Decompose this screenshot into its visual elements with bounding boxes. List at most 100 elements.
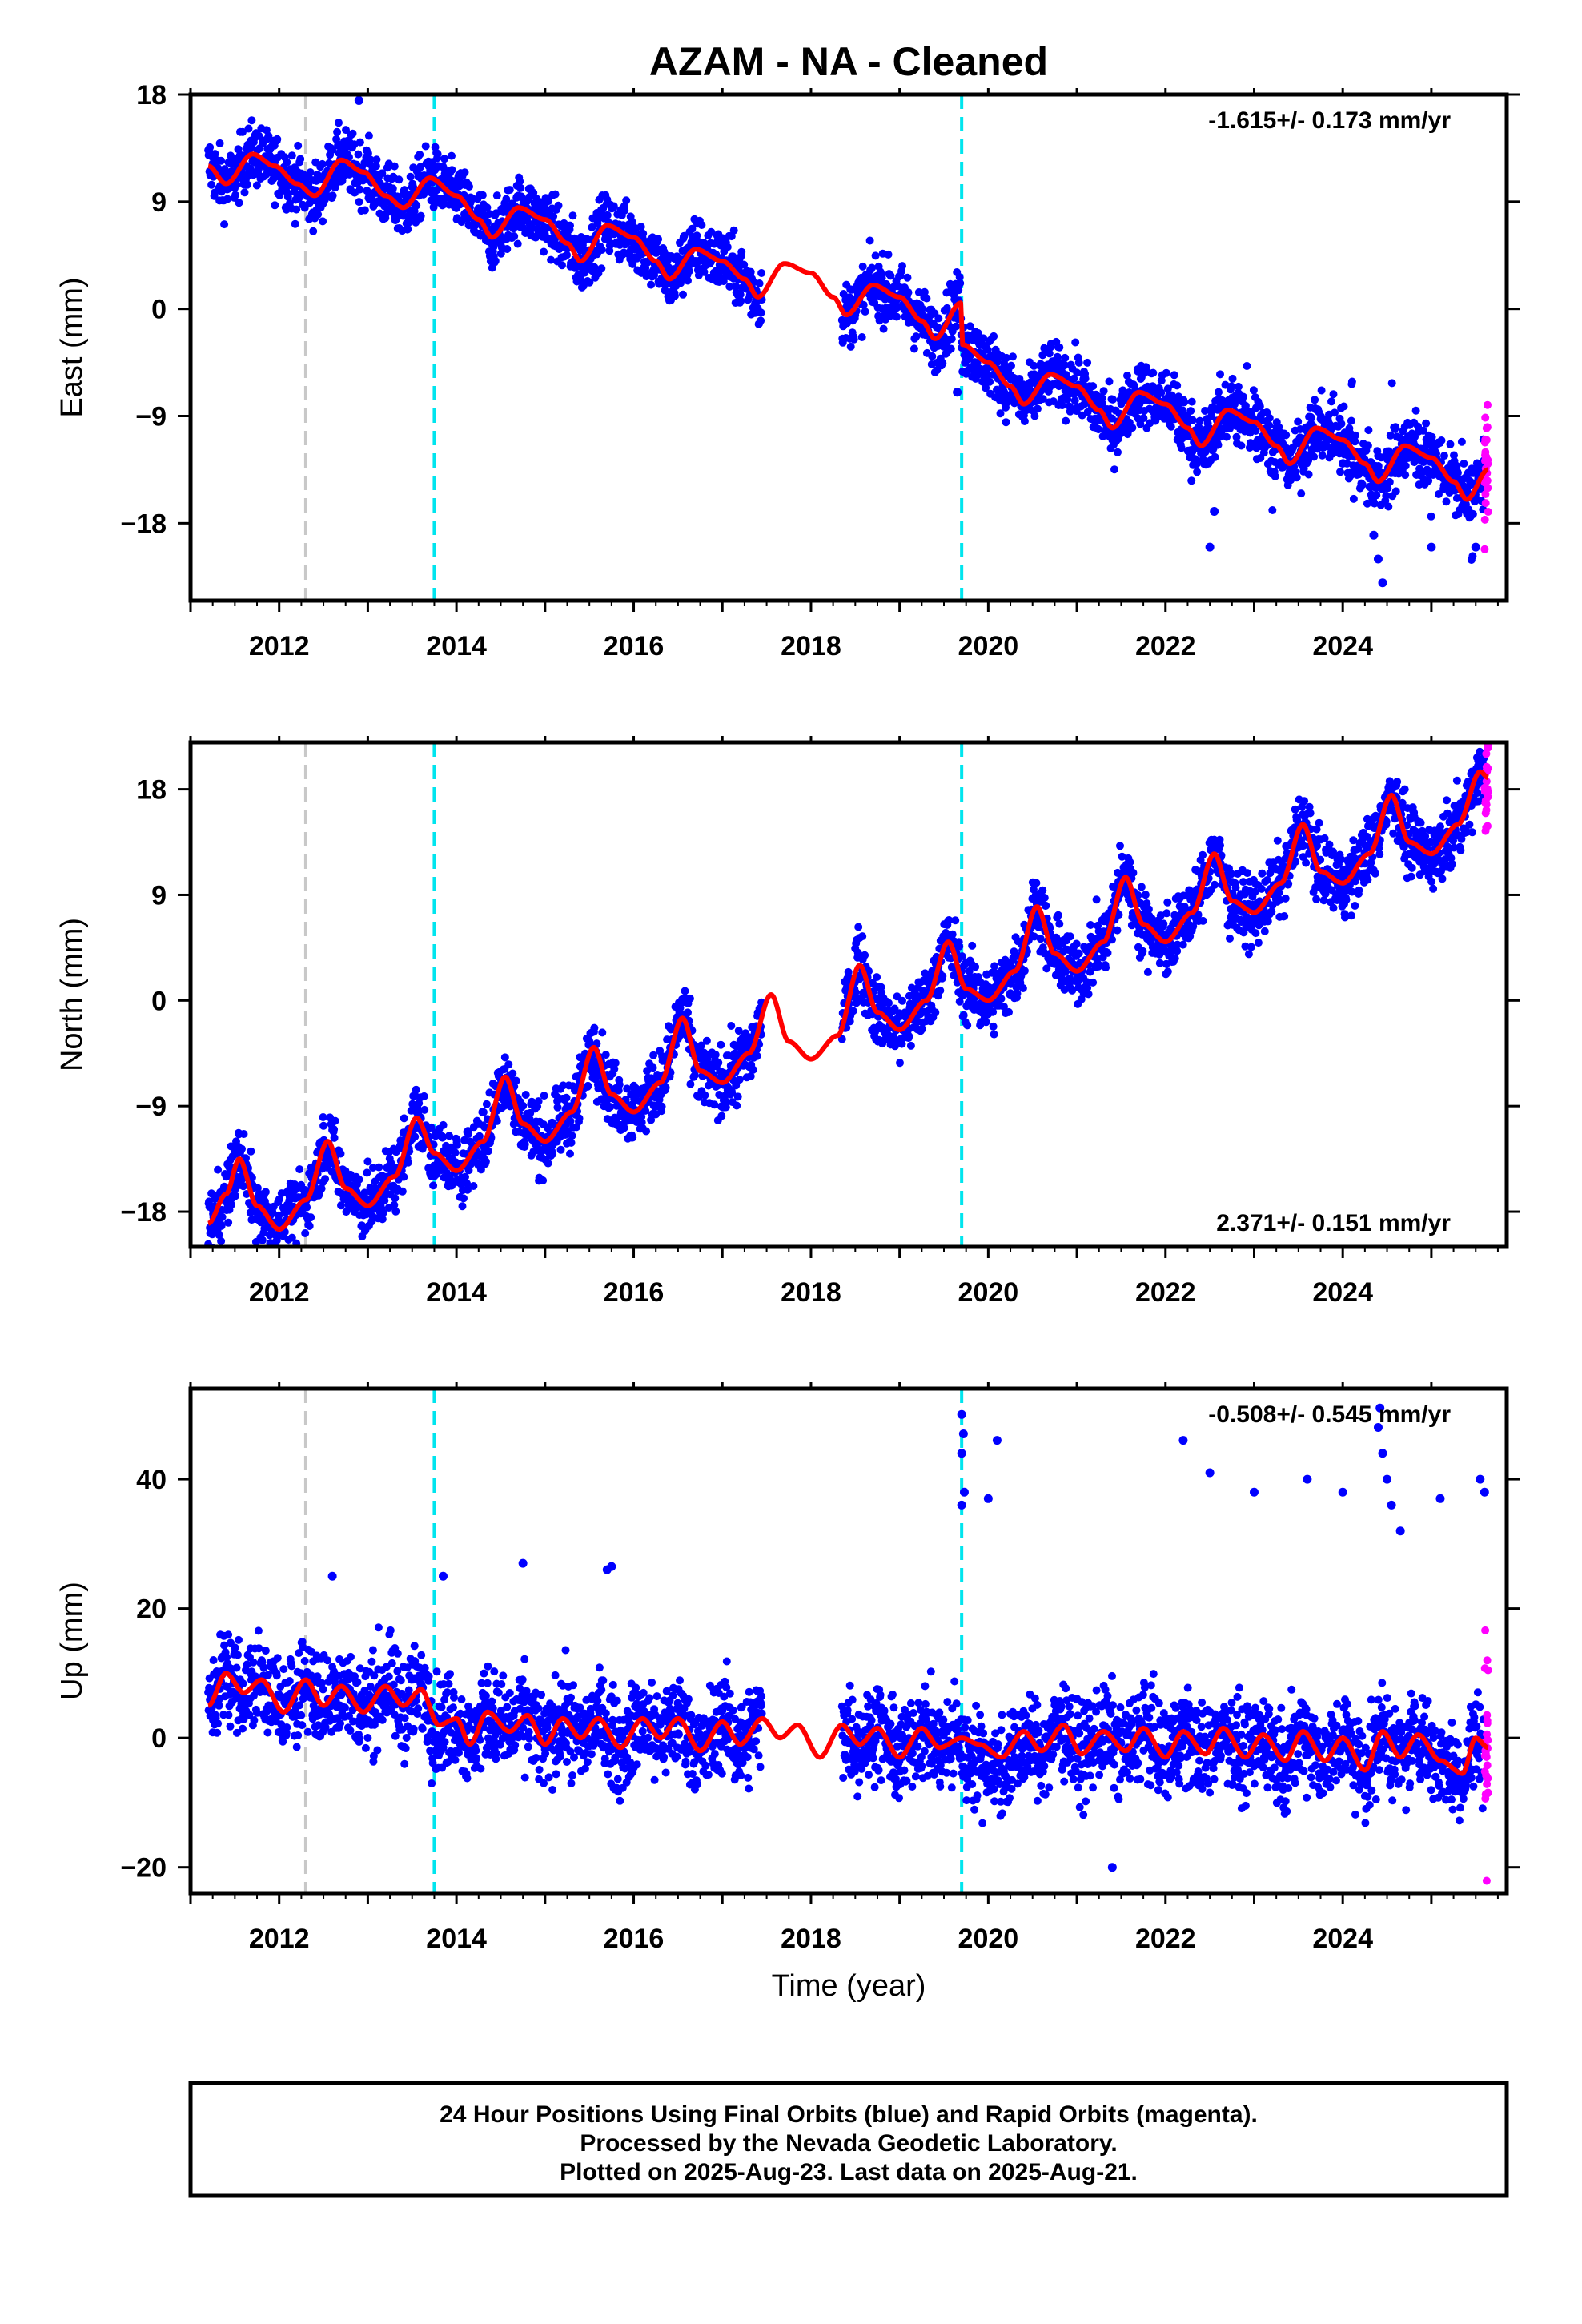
- final-point: [905, 1032, 913, 1040]
- final-point: [554, 201, 563, 210]
- final-point: [893, 312, 901, 321]
- final-point: [717, 1040, 725, 1049]
- final-point: [942, 288, 951, 297]
- final-point: [858, 932, 867, 941]
- final-point: [478, 191, 487, 199]
- final-point: [294, 141, 303, 150]
- final-point: [411, 1132, 420, 1141]
- final-point: [757, 316, 765, 325]
- final-point: [1074, 358, 1083, 367]
- final-point: [952, 322, 961, 331]
- final-point: [648, 1063, 657, 1072]
- final-point: [502, 195, 511, 203]
- final-point: [1468, 552, 1477, 561]
- final-point: [954, 286, 963, 295]
- final-point: [615, 1080, 624, 1089]
- final-point: [1391, 487, 1400, 496]
- final-point: [336, 1149, 345, 1158]
- final-point: [859, 300, 868, 309]
- final-point: [448, 151, 456, 160]
- x-tick-label: 2012: [249, 631, 310, 661]
- final-point: [1310, 452, 1319, 461]
- final-point: [1180, 398, 1189, 407]
- final-point: [512, 1076, 520, 1085]
- outlier-point: [1427, 542, 1436, 552]
- final-point: [544, 1159, 552, 1168]
- final-point: [735, 1076, 744, 1084]
- final-point: [345, 153, 353, 162]
- final-point: [909, 344, 918, 353]
- final-point: [342, 126, 350, 135]
- final-point: [453, 1140, 461, 1149]
- final-point: [603, 211, 612, 219]
- final-point: [642, 1127, 651, 1136]
- final-point: [1468, 509, 1477, 518]
- final-point: [948, 930, 957, 939]
- final-point: [1349, 494, 1358, 503]
- final-point: [846, 342, 855, 351]
- x-tick-label: 2020: [958, 631, 1019, 661]
- final-point: [1327, 397, 1335, 406]
- final-point: [215, 139, 224, 147]
- final-point: [585, 278, 594, 287]
- final-point: [996, 409, 1005, 418]
- final-point: [749, 1065, 757, 1074]
- final-point: [1058, 401, 1066, 410]
- final-point: [314, 210, 323, 219]
- final-point: [214, 1165, 223, 1174]
- final-point: [1002, 418, 1010, 427]
- final-point: [1372, 491, 1381, 500]
- final-point: [448, 166, 456, 175]
- final-point: [693, 231, 701, 240]
- final-point: [974, 371, 982, 380]
- final-point: [898, 996, 906, 1005]
- final-point: [1232, 432, 1241, 441]
- final-point: [563, 251, 571, 259]
- final-point: [271, 1252, 279, 1260]
- final-point: [746, 267, 755, 276]
- final-point: [1163, 384, 1172, 393]
- final-point: [458, 1202, 467, 1211]
- final-point: [597, 246, 606, 254]
- final-point: [849, 335, 858, 344]
- final-point: [702, 1036, 711, 1045]
- final-point: [1089, 382, 1098, 391]
- final-point: [283, 158, 291, 167]
- final-point: [983, 345, 992, 354]
- final-point: [337, 1201, 345, 1210]
- final-point: [420, 1105, 429, 1114]
- final-point: [1227, 382, 1235, 391]
- final-point: [328, 146, 337, 155]
- final-point: [982, 384, 990, 392]
- final-point: [496, 249, 505, 258]
- final-point: [906, 1041, 915, 1050]
- final-point: [1323, 442, 1331, 451]
- final-point: [1188, 416, 1197, 424]
- final-point: [516, 183, 525, 192]
- final-point: [1318, 451, 1327, 460]
- final-point: [920, 287, 929, 296]
- final-point: [291, 219, 299, 228]
- final-point: [279, 1248, 287, 1256]
- final-point: [1013, 989, 1022, 998]
- final-point: [562, 1093, 571, 1102]
- final-point: [1166, 422, 1175, 431]
- final-point: [1070, 396, 1079, 405]
- final-point: [1214, 440, 1223, 449]
- final-point: [500, 1053, 509, 1062]
- final-point: [1243, 362, 1251, 370]
- final-point: [714, 1059, 723, 1067]
- final-point: [896, 1059, 904, 1068]
- final-point: [628, 259, 637, 268]
- north-panel: 2012 2014 2016 2018 2020 2022 20241890−9−18Nor…: [55, 736, 1520, 1308]
- final-point: [363, 149, 372, 158]
- final-point: [404, 1158, 412, 1167]
- final-point: [207, 180, 216, 189]
- final-point: [733, 1101, 741, 1110]
- final-point: [609, 202, 618, 211]
- final-point: [885, 999, 893, 1007]
- final-point: [979, 334, 988, 343]
- final-point: [328, 191, 337, 200]
- final-point: [321, 1175, 330, 1184]
- final-point: [549, 212, 558, 221]
